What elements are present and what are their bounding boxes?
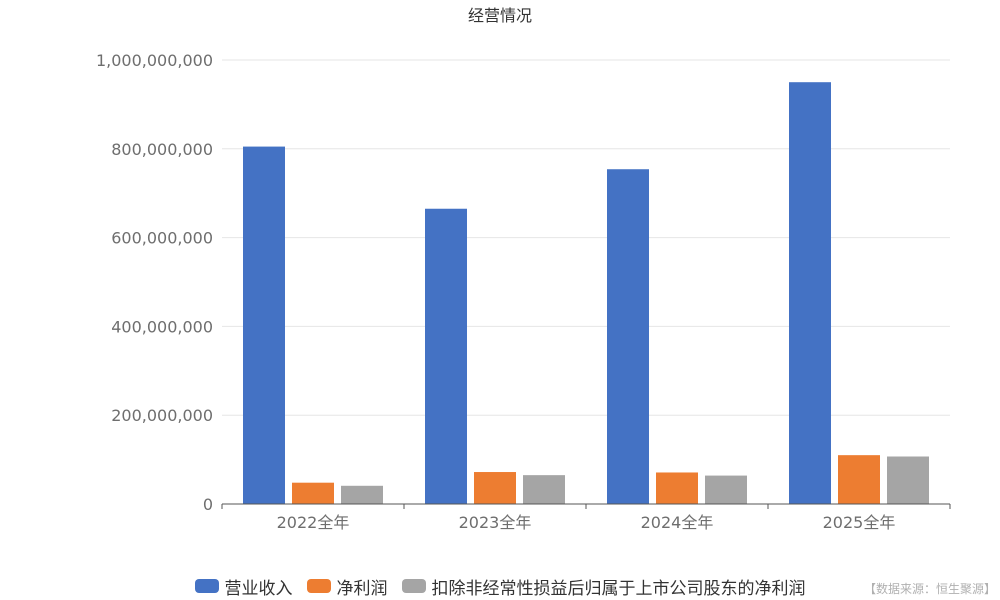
y-tick-label: 600,000,000 (111, 229, 213, 248)
x-tick-label: 2024全年 (641, 513, 714, 532)
legend-swatch-revenue (194, 579, 219, 593)
bar-net-profit[interactable] (656, 472, 698, 504)
chart-title: 经营情况 (468, 6, 532, 25)
bar-deducted-net-profit[interactable] (341, 485, 383, 504)
bar-revenue[interactable] (425, 208, 467, 505)
legend-label-net-profit: 净利润 (336, 578, 388, 599)
y-tick-label: 0 (203, 495, 213, 514)
x-tick-label: 2022全年 (277, 513, 350, 532)
x-tick-label: 2025全年 (823, 513, 896, 532)
x-tick-label: 2023全年 (459, 513, 532, 532)
bar-net-profit[interactable] (292, 482, 334, 504)
legend-item-deducted-net-profit[interactable]: 扣除非经常性损益后归属于上市公司股东的净利润 (401, 574, 806, 599)
y-tick-label: 400,000,000 (111, 317, 213, 336)
legend-swatch-net-profit (306, 579, 331, 593)
y-tick-label: 1,000,000,000 (96, 51, 213, 70)
x-axis: 2022全年 2023全年 2024全年 2025全年 (221, 503, 951, 532)
legend-item-revenue[interactable]: 营业收入 (194, 574, 293, 599)
bar-deducted-net-profit[interactable] (887, 456, 929, 504)
bar-revenue[interactable] (607, 169, 649, 504)
legend: 营业收入 净利润 扣除非经常性损益后归属于上市公司股东的净利润 (0, 574, 1000, 599)
legend-label-revenue: 营业收入 (224, 578, 293, 599)
bar-deducted-net-profit[interactable] (523, 475, 565, 504)
y-tick-label: 800,000,000 (111, 140, 213, 159)
legend-swatch-deducted-net-profit (401, 579, 426, 593)
y-tick-label: 200,000,000 (111, 406, 213, 425)
bar-deducted-net-profit[interactable] (705, 475, 747, 504)
data-source-note: 【数据来源：恒生聚源】 (863, 582, 996, 596)
bar-net-profit[interactable] (838, 455, 880, 504)
bar-revenue[interactable] (789, 82, 831, 504)
bar-revenue[interactable] (243, 146, 285, 504)
bars (243, 82, 929, 505)
bar-net-profit[interactable] (474, 472, 516, 504)
legend-item-net-profit[interactable]: 净利润 (306, 574, 388, 599)
legend-label-deducted-net-profit: 扣除非经常性损益后归属于上市公司股东的净利润 (431, 578, 806, 599)
y-axis: 0 200,000,000 400,000,000 600,000,000 800,00… (96, 51, 213, 514)
grid-lines (222, 59, 950, 416)
